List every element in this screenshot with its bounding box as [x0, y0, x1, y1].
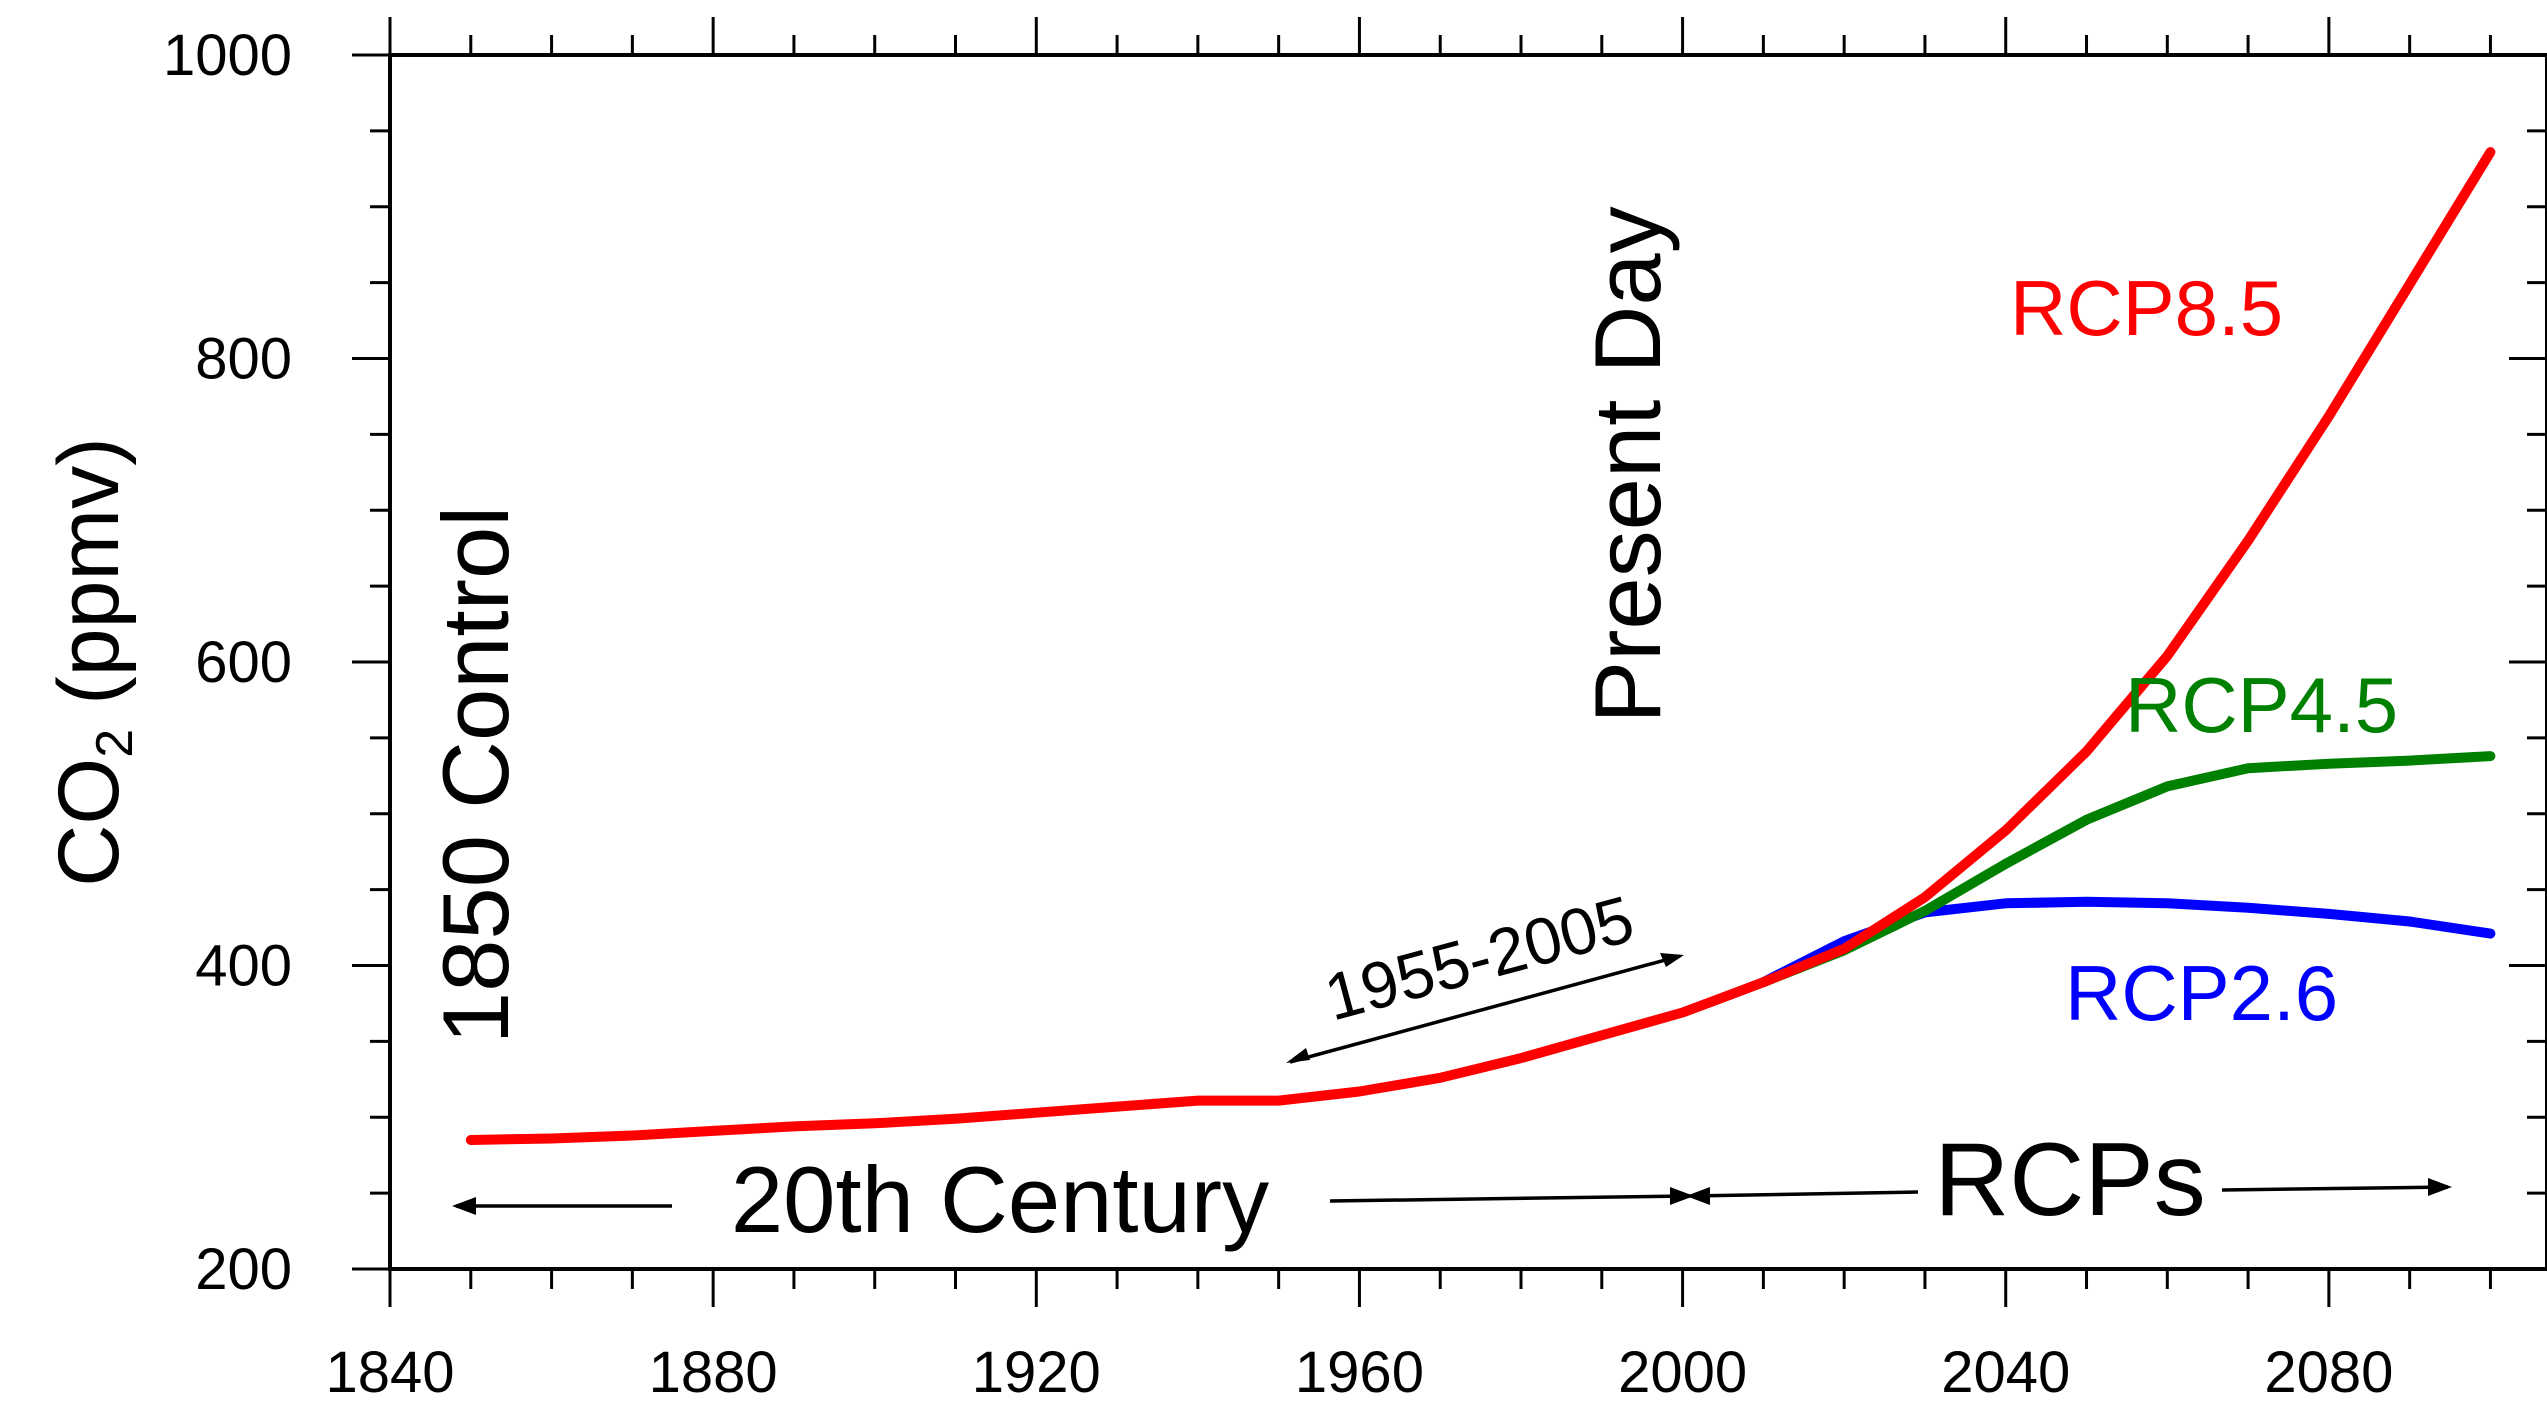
x-tick-label: 2080 — [2264, 1340, 2393, 1405]
x-tick-label: 2040 — [1941, 1340, 2070, 1405]
period-arrow — [1289, 954, 1681, 1064]
series-label-rcp45: RCP4.5 — [2125, 661, 2398, 749]
series-label-rcp85: RCP8.5 — [2010, 264, 2283, 352]
y-axis: 200 400 600 800 1000 — [163, 23, 2547, 1302]
x-tick-label: 1920 — [972, 1340, 1101, 1405]
series-line-rcp85 — [465, 147, 2496, 1145]
control-annotation: 1850 Control — [423, 506, 528, 1044]
century-arrow-head-right — [1670, 1187, 1694, 1205]
period-arrow-head-left — [1286, 1048, 1310, 1063]
rcps-arrow-right — [2221, 1185, 2449, 1192]
y-tick-label: 400 — [195, 934, 292, 999]
series-layer — [465, 147, 2496, 1145]
rcps-arrow-head-left — [1686, 1187, 1710, 1205]
x-tick-label: 1880 — [649, 1340, 778, 1405]
century-annotation: 20th Century — [731, 1147, 1269, 1252]
x-tick-label: 1960 — [1295, 1340, 1424, 1405]
y-tick-label: 200 — [195, 1237, 292, 1302]
x-axis: 1840 1880 1920 1960 2000 2040 2080 — [325, 17, 2492, 1405]
y-tick-label: 1000 — [163, 23, 292, 88]
rcps-arrow-left — [1689, 1190, 1919, 1198]
x-tick-label: 2000 — [1618, 1340, 1747, 1405]
present-day-annotation: Present Day — [1575, 206, 1680, 723]
series-line-rcp45 — [1758, 751, 2496, 988]
y-tick-label: 600 — [195, 630, 292, 695]
century-arrow-right — [1329, 1194, 1691, 1203]
rcps-arrow-head-right — [2428, 1178, 2452, 1196]
y-tick-label: 800 — [195, 327, 292, 392]
y-axis-label: CO2 (ppmv) — [41, 437, 144, 886]
period-arrow-head-right — [1660, 953, 1684, 967]
rcps-annotation: RCPs — [1934, 1122, 2206, 1238]
century-arrow-head-left — [452, 1197, 476, 1215]
x-tick-label: 1840 — [325, 1340, 454, 1405]
series-label-rcp26: RCP2.6 — [2065, 949, 2338, 1037]
